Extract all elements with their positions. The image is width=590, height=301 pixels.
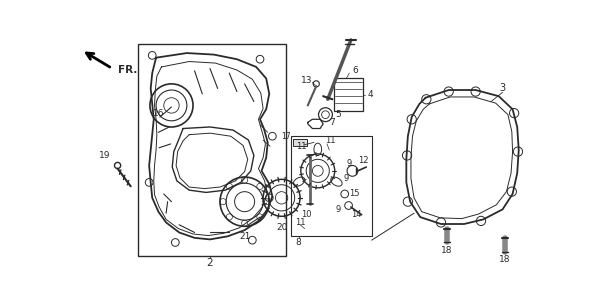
Text: 19: 19: [99, 151, 110, 160]
Text: 11: 11: [326, 136, 336, 145]
Text: 18: 18: [499, 255, 510, 264]
Text: 11: 11: [296, 142, 307, 151]
Text: 13: 13: [301, 76, 312, 85]
Text: 10: 10: [301, 210, 312, 219]
Text: 9: 9: [346, 159, 352, 168]
Text: 9: 9: [336, 205, 341, 214]
Text: 4: 4: [368, 90, 373, 99]
Text: 11: 11: [294, 218, 305, 227]
Text: 7: 7: [329, 118, 335, 127]
Text: 8: 8: [296, 238, 301, 247]
Bar: [293, 138, 307, 146]
Text: 17: 17: [281, 132, 291, 141]
Text: 3: 3: [500, 83, 506, 94]
Text: 15: 15: [349, 189, 360, 198]
Text: 6: 6: [352, 66, 358, 75]
Bar: [291, 136, 372, 236]
Text: 2: 2: [206, 258, 214, 268]
Bar: [334, 79, 363, 111]
Text: 9: 9: [343, 174, 349, 183]
Text: 21: 21: [239, 232, 250, 241]
Bar: [139, 44, 286, 256]
Text: 16: 16: [153, 109, 164, 118]
Text: 20: 20: [276, 222, 287, 231]
Text: 12: 12: [359, 156, 369, 165]
Text: 5: 5: [336, 110, 341, 119]
Text: FR.: FR.: [117, 65, 137, 75]
Text: 18: 18: [441, 246, 453, 255]
Text: 14: 14: [351, 210, 362, 219]
